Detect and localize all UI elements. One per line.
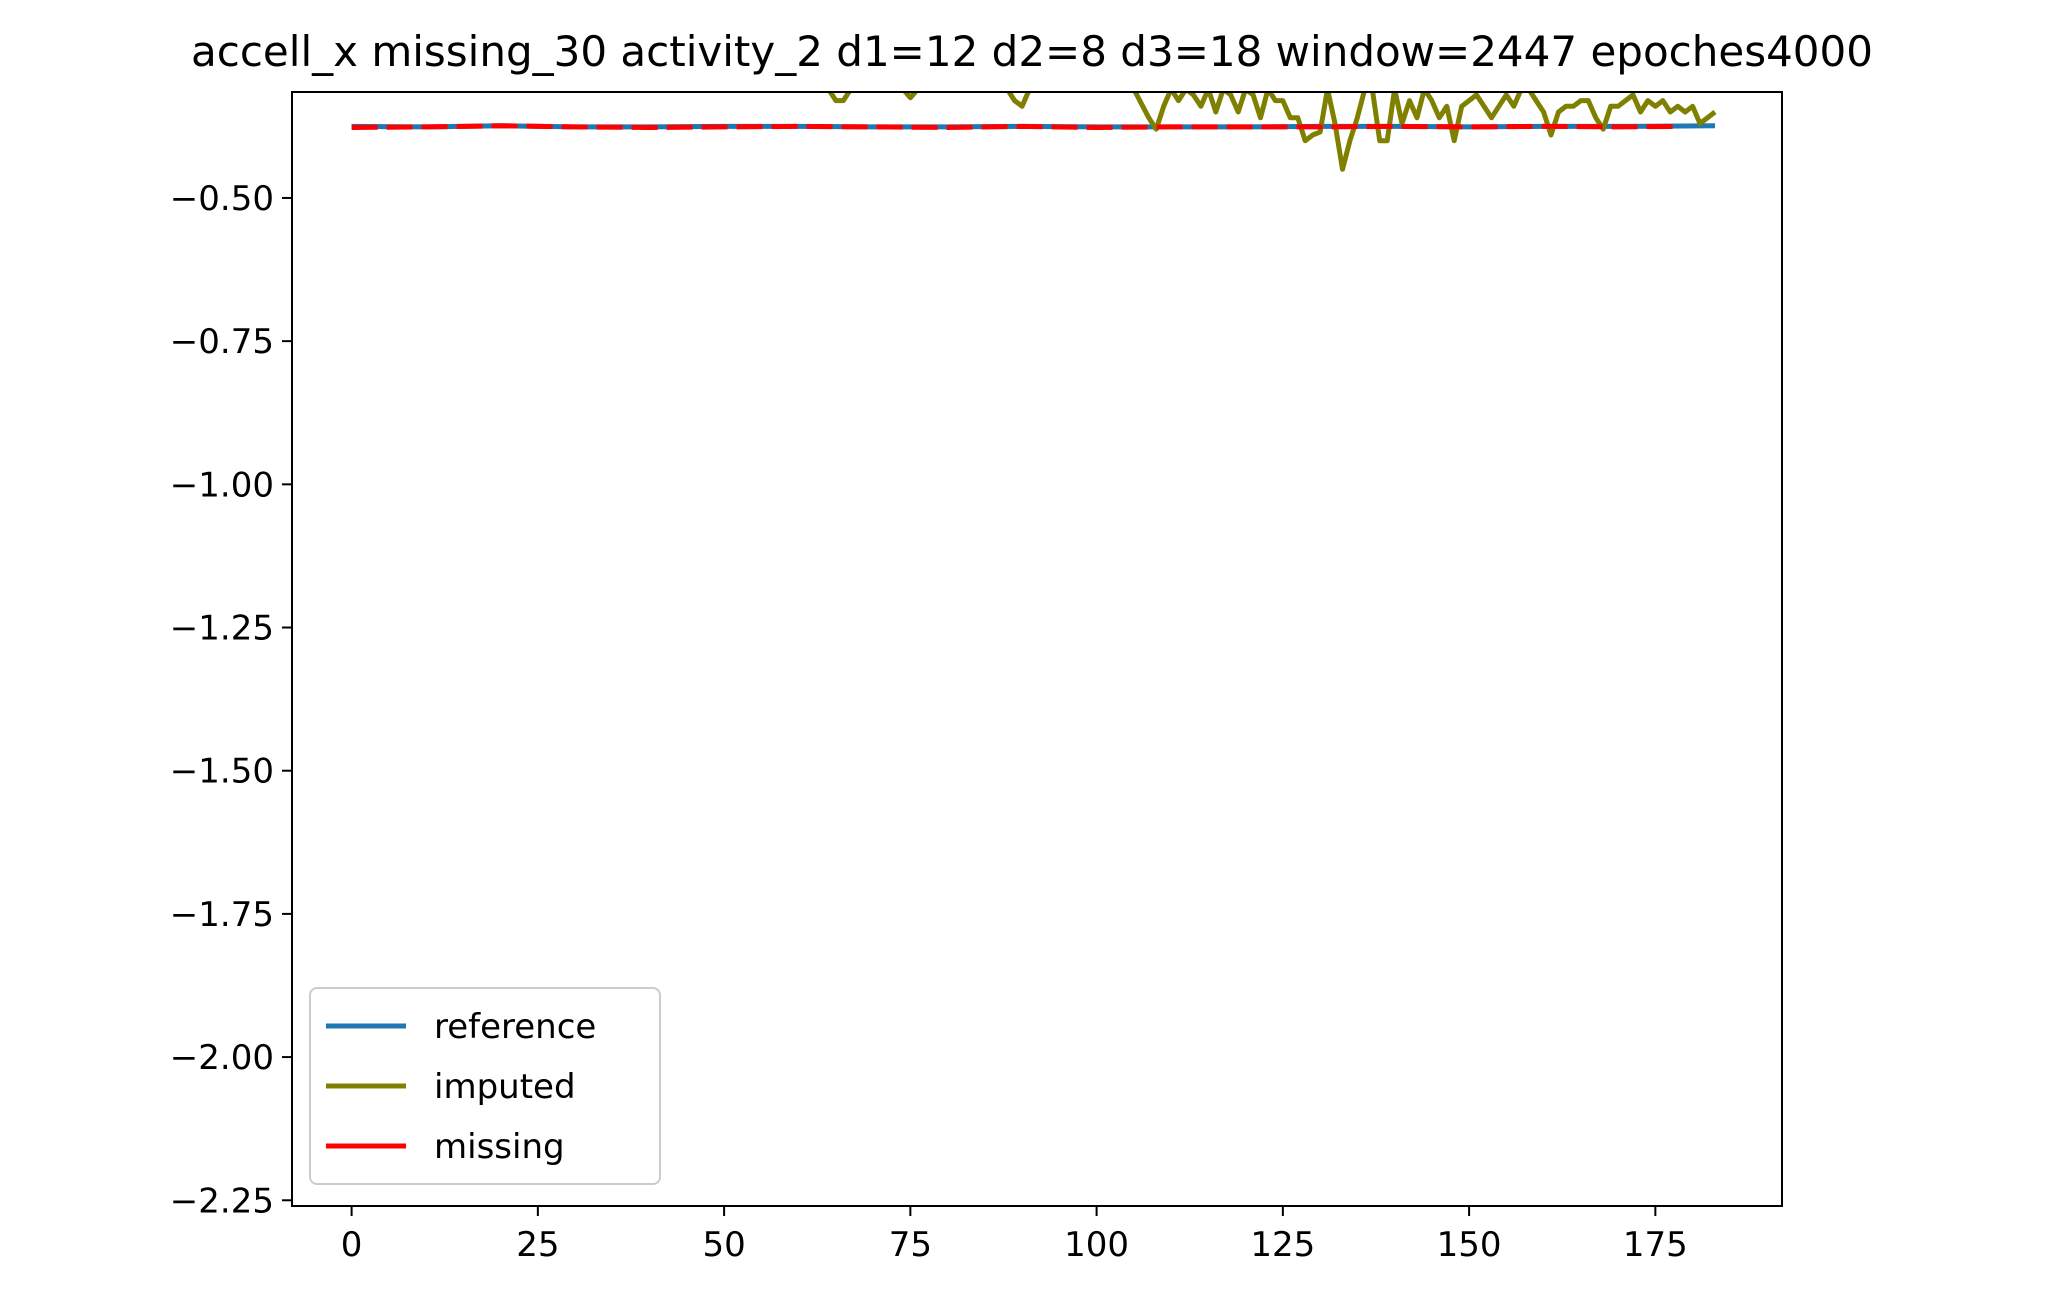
y-tick-label: −1.75 (170, 895, 274, 935)
x-tick-label: 150 (1437, 1225, 1502, 1265)
series-line-imputed (827, 92, 1717, 172)
x-tick-label: 100 (1064, 1225, 1129, 1265)
legend: reference imputed missing (309, 987, 661, 1185)
legend-box (309, 987, 661, 1185)
x-tick-label: 175 (1623, 1225, 1688, 1265)
x-tick-label: 50 (702, 1225, 745, 1265)
y-tick-label: −1.50 (170, 752, 274, 792)
y-tick-label: −0.50 (170, 179, 274, 219)
legend-label-imputed: imputed (434, 1067, 576, 1107)
legend-label-reference: reference (434, 1007, 596, 1047)
x-tick-label: 75 (889, 1225, 932, 1265)
x-tick-label: 0 (341, 1225, 363, 1265)
series-line-missing (351, 123, 1678, 130)
series-layer (351, 92, 1717, 172)
axes: 0 25 50 75 100 125 150 175 −0.50 −0.75 −1.00 −1.25 −… (170, 91, 1783, 1265)
plot-frame (291, 91, 1783, 1207)
y-tick-label: −0.75 (170, 322, 274, 362)
x-tick-label: 25 (516, 1225, 559, 1265)
legend-label-missing: missing (434, 1127, 565, 1167)
chart-title: accell_x missing_30 activity_2 d1=12 d2=… (191, 27, 1873, 76)
y-tick-label: −2.00 (170, 1038, 274, 1078)
x-tick-label: 125 (1250, 1225, 1315, 1265)
y-tick-label: −1.25 (170, 609, 274, 649)
y-tick-label: −1.00 (170, 465, 274, 505)
y-tick-label: −2.25 (170, 1181, 274, 1221)
